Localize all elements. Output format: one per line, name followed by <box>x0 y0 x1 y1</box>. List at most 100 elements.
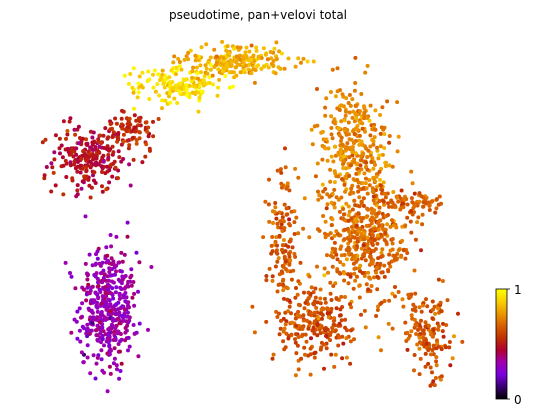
scatter-point <box>337 313 342 318</box>
scatter-point <box>105 169 110 174</box>
scatter-point <box>232 46 236 51</box>
scatter-point <box>238 53 242 58</box>
scatter-point <box>293 337 297 342</box>
scatter-point <box>294 332 298 337</box>
scatter-point <box>273 205 278 210</box>
scatter-point <box>97 287 102 292</box>
scatter-point <box>366 207 371 212</box>
scatter-point <box>296 367 301 372</box>
scatter-point <box>85 355 90 360</box>
scatter-point <box>285 181 290 186</box>
scatter-point <box>423 320 428 325</box>
scatter-point <box>372 208 377 213</box>
scatter-point <box>359 92 364 96</box>
scatter-point <box>89 163 94 168</box>
scatter-point <box>347 209 352 214</box>
scatter-point <box>309 127 314 132</box>
scatter-point <box>346 213 351 218</box>
scatter-point <box>123 330 128 335</box>
scatter-point <box>355 239 360 244</box>
scatter-point <box>334 229 339 234</box>
scatter-point <box>304 339 309 344</box>
scatter-point <box>181 83 186 88</box>
scatter-point <box>334 297 339 301</box>
scatter-point <box>353 151 358 156</box>
scatter-point <box>318 296 323 301</box>
scatter-point <box>347 93 352 97</box>
scatter-point <box>281 316 286 321</box>
scatter-point <box>202 74 207 79</box>
scatter-point <box>333 171 338 176</box>
scatter-point <box>118 332 123 336</box>
scatter-point <box>312 319 317 324</box>
scatter-point <box>149 265 154 269</box>
scatter-point <box>426 361 431 366</box>
scatter-point <box>153 89 158 94</box>
scatter-point <box>401 197 406 202</box>
scatter-point <box>421 200 426 205</box>
scatter-point <box>366 148 371 153</box>
scatter-point <box>273 264 278 269</box>
scatter-point <box>284 319 289 324</box>
scatter-point <box>58 151 62 156</box>
scatter-point <box>275 259 280 264</box>
scatter-point <box>125 138 130 143</box>
scatter-point <box>171 60 176 65</box>
scatter-point <box>99 340 103 345</box>
scatter-point <box>92 178 96 183</box>
scatter-point <box>323 235 328 240</box>
scatter-point <box>94 252 98 257</box>
scatter-point <box>94 160 99 165</box>
scatter-point <box>231 84 235 89</box>
scatter-point <box>83 214 88 219</box>
scatter-point <box>383 195 388 200</box>
scatter-point <box>259 56 264 60</box>
scatter-point <box>364 282 369 287</box>
scatter-point <box>419 318 423 323</box>
scatter-point <box>296 231 301 236</box>
scatter-point <box>212 65 217 69</box>
scatter-point <box>342 237 347 242</box>
scatter-point <box>97 150 102 155</box>
scatter-point <box>129 283 134 288</box>
scatter-point <box>119 116 124 121</box>
scatter-point <box>95 355 100 360</box>
scatter-point <box>144 120 149 125</box>
scatter-point <box>423 364 428 369</box>
scatter-point <box>346 120 351 125</box>
scatter-point <box>420 212 425 217</box>
scatter-point <box>89 185 94 190</box>
scatter-point <box>282 66 287 71</box>
scatter-point <box>382 132 387 136</box>
scatter-point <box>261 46 266 51</box>
scatter-point <box>329 90 333 94</box>
scatter-point <box>177 60 182 64</box>
scatter-point <box>287 217 292 222</box>
scatter-point <box>100 368 105 373</box>
scatter-point <box>131 157 136 162</box>
scatter-point <box>345 127 350 132</box>
scatter-point <box>53 183 58 188</box>
scatter-point <box>307 274 312 279</box>
scatter-point <box>101 275 106 280</box>
scatter-point <box>348 103 353 108</box>
scatter-point <box>312 355 317 360</box>
scatter-point <box>298 260 303 265</box>
scatter-point <box>339 318 344 323</box>
scatter-point <box>243 50 248 55</box>
scatter-point <box>321 189 326 194</box>
scatter-point <box>325 306 330 311</box>
scatter-point <box>358 235 363 240</box>
scatter-point <box>275 289 280 294</box>
scatter-point <box>368 254 373 259</box>
scatter-point <box>383 164 388 169</box>
scatter-point <box>132 113 137 118</box>
scatter-point <box>318 301 323 306</box>
scatter-point <box>214 60 219 65</box>
scatter-point <box>152 68 157 73</box>
scatter-point <box>134 141 139 146</box>
scatter-point <box>120 313 125 318</box>
scatter-point <box>179 67 184 72</box>
scatter-point <box>429 199 434 204</box>
scatter-point <box>341 159 346 164</box>
